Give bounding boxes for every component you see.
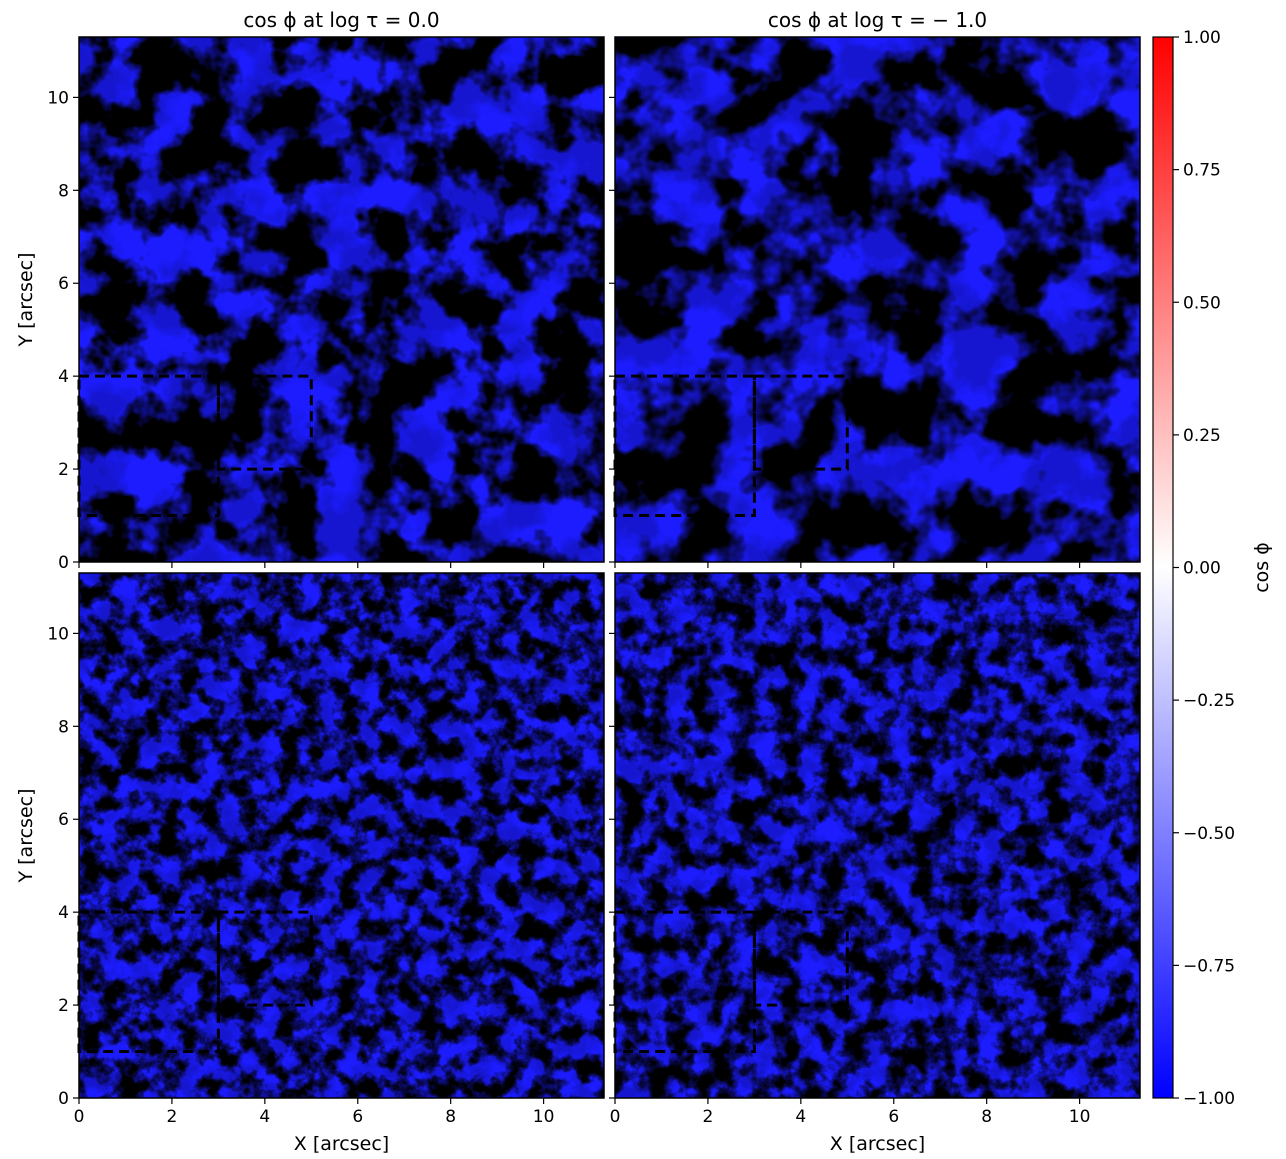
y-tick-label: 10 <box>47 88 69 108</box>
y-tick-label: 6 <box>58 274 69 294</box>
heatmap-highlights <box>79 37 604 562</box>
heatmap-highlights <box>615 37 1140 562</box>
x-tick-label: 10 <box>1069 1107 1091 1127</box>
heatmap-highlights <box>615 573 1140 1098</box>
x-axis-label: X [arcsec] <box>294 1133 389 1155</box>
colorbar-tick-label: 0.50 <box>1183 293 1221 313</box>
x-tick-label: 2 <box>167 1107 178 1127</box>
x-axis-label: X [arcsec] <box>830 1133 925 1155</box>
x-tick-label: 0 <box>74 1107 85 1127</box>
colorbar-tick-label: −0.50 <box>1183 824 1235 844</box>
y-tick-label: 8 <box>58 181 69 201</box>
colorbar-gradient <box>1153 37 1173 1098</box>
x-tick-label: 4 <box>259 1107 270 1127</box>
y-axis-label: Y [arcsec] <box>15 789 37 884</box>
panel-frame <box>78 36 605 563</box>
y-tick-label: 4 <box>58 903 69 923</box>
y-tick-label: 0 <box>58 1089 69 1109</box>
colorbar-tick-label: −0.25 <box>1183 691 1235 711</box>
y-axis-label: Y [arcsec] <box>15 253 37 348</box>
y-tick-label: 6 <box>58 810 69 830</box>
panel-frame <box>78 572 605 1099</box>
y-tick-label: 4 <box>58 367 69 387</box>
panel-title: cos ϕ at log τ = 0.0 <box>243 8 439 32</box>
panel-0-0: 0 2 4 6 8 10 cos ϕ at log τ = 0.0 Y [arcsec] <box>15 8 605 573</box>
panel-frame <box>614 36 1141 563</box>
overlay-box-1 <box>752 910 849 1007</box>
colorbar-tick-label: 0.00 <box>1183 559 1221 579</box>
panel-title: cos ϕ at log τ = − 1.0 <box>768 8 987 32</box>
colorbar-tick-label: −1.00 <box>1183 1089 1235 1109</box>
colorbar-tick-label: 0.75 <box>1183 161 1221 181</box>
colorbar-tick-label: 1.00 <box>1183 28 1221 48</box>
colorbar-tick-label: 0.25 <box>1183 426 1221 446</box>
y-tick-label: 10 <box>47 624 69 644</box>
x-tick-label: 6 <box>888 1107 899 1127</box>
panel-1-0: 0 2 4 6 8 10 0 2 4 6 8 10 X [arcsec] Y [arcsec] <box>15 572 605 1155</box>
overlay-box-1 <box>216 374 313 471</box>
y-tick-label: 2 <box>58 996 69 1016</box>
overlay-box-1 <box>752 374 849 471</box>
x-tick-label: 8 <box>445 1107 456 1127</box>
x-tick-label: 0 <box>610 1107 621 1127</box>
panel-1-1: 0 2 4 6 8 10 X [arcsec] <box>609 572 1141 1155</box>
panel-frame <box>614 572 1141 1099</box>
colorbar: 1.00 0.75 0.50 0.25 0.00 −0.25 −0.50 −0.75 −1.00… <box>1152 28 1273 1109</box>
colorbar-tick-label: −0.75 <box>1183 956 1235 976</box>
y-tick-label: 0 <box>58 553 69 573</box>
x-tick-label: 10 <box>533 1107 555 1127</box>
x-tick-label: 4 <box>795 1107 806 1127</box>
x-tick-label: 2 <box>703 1107 714 1127</box>
panel-0-1: cos ϕ at log τ = − 1.0 <box>609 8 1141 568</box>
colorbar-label: cos ϕ <box>1251 542 1273 593</box>
y-tick-label: 2 <box>58 460 69 480</box>
x-tick-label: 6 <box>352 1107 363 1127</box>
overlay-box-1 <box>216 910 313 1007</box>
heatmap-highlights <box>79 573 604 1098</box>
x-tick-label: 8 <box>981 1107 992 1127</box>
y-tick-label: 8 <box>58 717 69 737</box>
